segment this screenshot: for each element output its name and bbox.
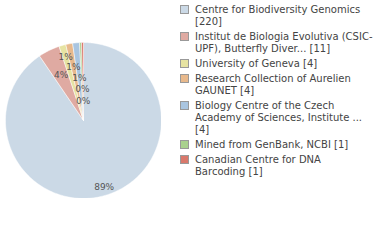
svg-text:4%: 4% (53, 69, 69, 80)
svg-text:0%: 0% (75, 84, 90, 94)
html-text:Centre for Biodiversity Genomi: Centre for Biodiversity Genomics [220] (195, 4, 361, 27)
html-text:Research Collection of Aurelie: Research Collection of Aurelien GAUNET [… (195, 73, 351, 96)
html-text:Mined from GenBank, NCBI [1]: Mined from GenBank, NCBI [1] (195, 139, 349, 150)
html-text:University of Geneva [4]: University of Geneva [4] (195, 58, 318, 69)
svg-text:1%: 1% (66, 62, 81, 72)
html-text:Biology Centre of the Czech Ac: Biology Centre of the Czech Academy of S… (195, 100, 362, 135)
svg-text:1%: 1% (72, 73, 87, 83)
svg-text:1%: 1% (58, 52, 73, 62)
svg-text:0%: 0% (76, 96, 91, 106)
html-text:Canadian Centre for DNA Barcod: Canadian Centre for DNA Barcoding [1] (195, 154, 321, 177)
html-text:Institut de Biologia Evolutiva: Institut de Biologia Evolutiva (CSIC-UPF… (195, 31, 373, 54)
svg-text:89%: 89% (94, 182, 114, 192)
